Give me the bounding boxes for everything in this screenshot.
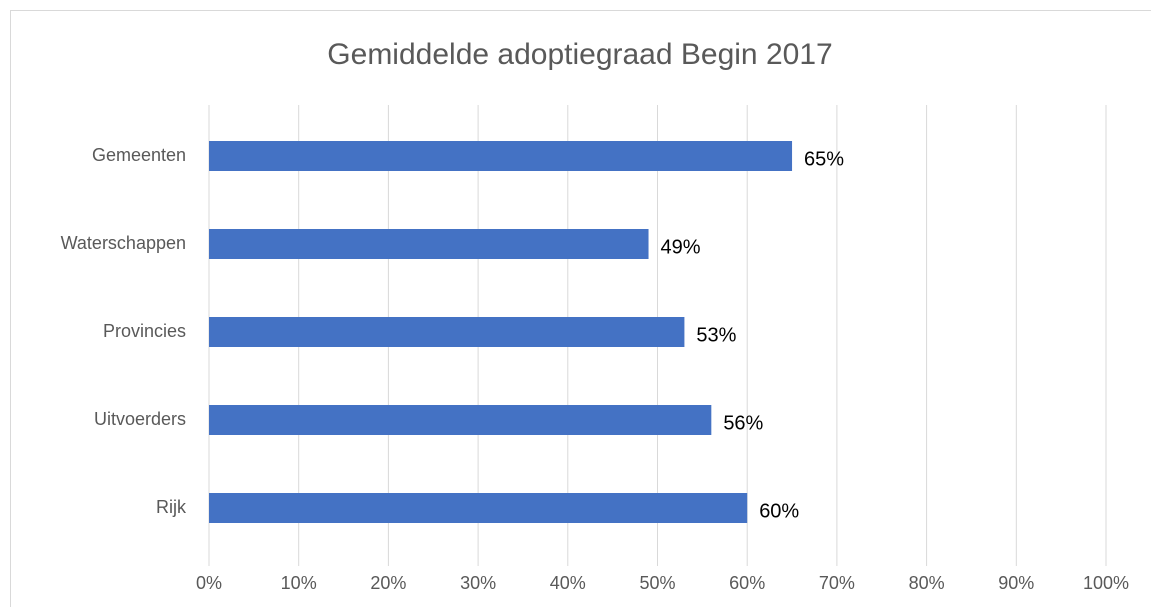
x-tick-label: 60% [729,573,765,593]
data-label: 53% [696,324,736,346]
x-tick-label: 90% [998,573,1034,593]
bar [209,317,685,347]
chart-title: Gemiddelde adoptiegraad Begin 2017 [327,38,832,71]
x-tick-label: 30% [460,573,496,593]
x-tick-label: 50% [639,573,675,593]
y-tick-label: Uitvoerders [94,409,186,429]
x-tick-label: 80% [909,573,945,593]
bar [209,229,649,259]
bar [209,141,793,171]
x-tick-label: 20% [370,573,406,593]
bar [209,493,748,523]
data-label: 65% [804,148,844,170]
y-tick-label: Gemeenten [92,145,186,165]
data-label: 49% [661,236,701,258]
x-tick-label: 100% [1083,573,1129,593]
y-tick-label: Provincies [103,321,186,341]
x-tick-label: 10% [281,573,317,593]
x-tick-label: 40% [550,573,586,593]
x-tick-label: 0% [196,573,222,593]
data-label: 56% [723,412,763,434]
y-tick-label: Waterschappen [61,233,186,253]
x-tick-label: 70% [819,573,855,593]
bar [209,405,712,435]
data-label: 60% [759,500,799,522]
y-tick-label: Rijk [156,497,187,517]
